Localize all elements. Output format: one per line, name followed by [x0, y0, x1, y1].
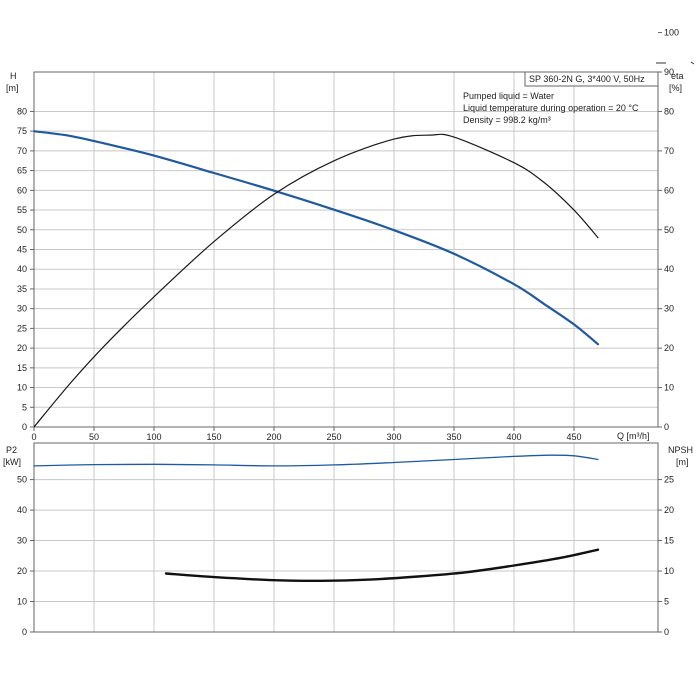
h-tick-label: 45: [17, 245, 27, 255]
x-tick-label: 300: [386, 432, 401, 442]
lower-plot-frame: [33, 442, 659, 633]
eta-tick-label: 90: [664, 67, 674, 77]
p2-tick-label: 0: [22, 627, 27, 637]
x-tick-label: 250: [326, 432, 341, 442]
eta-tick-label: 60: [664, 185, 674, 195]
lower-tick-labels: 0 10 20 30 40 50 0 5 10 15 20 25: [17, 475, 674, 637]
liquid-temperature-text: Liquid temperature during operation = 20…: [463, 103, 639, 113]
h-tick-label: 60: [17, 185, 27, 195]
x-tick-label: 150: [206, 432, 221, 442]
eta-axis-label: eta: [671, 71, 684, 81]
x-tick-label: 450: [566, 432, 581, 442]
p2-tick-label: 50: [17, 475, 27, 485]
npsh-axis-unit: [m]: [676, 457, 689, 467]
power-curve: [33, 454, 599, 467]
h-tick-label: 35: [17, 284, 27, 294]
h-tick-label: 15: [17, 363, 27, 373]
eta-tick-label: 10: [664, 383, 674, 393]
h-tick-label: 25: [17, 323, 27, 333]
model-label: SP 360-2N G, 3*400 V, 50Hz: [529, 74, 645, 84]
p2-tick-label: 40: [17, 505, 27, 515]
npsh-tick-label: 5: [664, 597, 669, 607]
x-tick-label: 0: [31, 432, 36, 442]
x-tick-label: 200: [266, 432, 281, 442]
eta-tick-label: 20: [664, 343, 674, 353]
power-axis-label: P2: [6, 445, 17, 455]
power-axis-unit: [kW]: [3, 457, 21, 467]
upper-tick-labels: 0 50 100 150 200 250 300 350 400 4500510152025303…: [17, 28, 679, 442]
h-tick-label: 75: [17, 126, 27, 136]
head-curve: [32, 130, 600, 346]
h-tick-label: 10: [17, 383, 27, 393]
h-tick-label: 5: [22, 402, 27, 412]
eta-tick-label: 100: [664, 28, 679, 38]
p2-tick-label: 20: [17, 566, 27, 576]
h-tick-label: 70: [17, 146, 27, 156]
upper-series-layer: [32, 130, 600, 428]
eta-axis-unit: [%]: [669, 83, 682, 93]
npsh-axis-label: NPSH: [668, 445, 693, 455]
eta-tick-label: 50: [664, 225, 674, 235]
efficiency-curve: [33, 133, 599, 428]
npsh-tick-label: 0: [664, 627, 669, 637]
h-tick-label: 20: [17, 343, 27, 353]
npsh-tick-label: 10: [664, 566, 674, 576]
eta-tick-label: 40: [664, 264, 674, 274]
npsh-tick-label: 15: [664, 536, 674, 546]
model-box: [524, 71, 659, 87]
x-tick-label: 400: [506, 432, 521, 442]
eta-tick-label: 30: [664, 304, 674, 314]
flow-axis-label: Q [m³/h]: [617, 431, 650, 441]
npsh-curve: [164, 548, 600, 583]
h-tick-label: 65: [17, 166, 27, 176]
eta-tick-label: 80: [664, 106, 674, 116]
x-tick-label: 350: [446, 432, 461, 442]
x-tick-label: 50: [89, 432, 99, 442]
h-tick-label: 0: [22, 422, 27, 432]
head-axis-label: H: [10, 71, 17, 81]
h-tick-label: 40: [17, 264, 27, 274]
eta-tick-label: 0: [664, 422, 669, 432]
x-tick-label: 100: [146, 432, 161, 442]
p2-tick-label: 10: [17, 597, 27, 607]
pumped-liquid-text: Pumped liquid = Water: [463, 91, 554, 101]
h-tick-label: 55: [17, 205, 27, 215]
head-axis-unit: [m]: [6, 83, 19, 93]
corner-mark-small: [690, 61, 695, 65]
lower-series-layer: [33, 454, 600, 583]
npsh-tick-label: 25: [664, 475, 674, 485]
p2-tick-label: 30: [17, 536, 27, 546]
density-text: Density = 998.2 kg/m³: [463, 115, 551, 125]
h-tick-label: 50: [17, 225, 27, 235]
eta-tick-label: 70: [664, 146, 674, 156]
h-tick-label: 80: [17, 106, 27, 116]
h-tick-label: 30: [17, 304, 27, 314]
npsh-tick-label: 20: [664, 505, 674, 515]
